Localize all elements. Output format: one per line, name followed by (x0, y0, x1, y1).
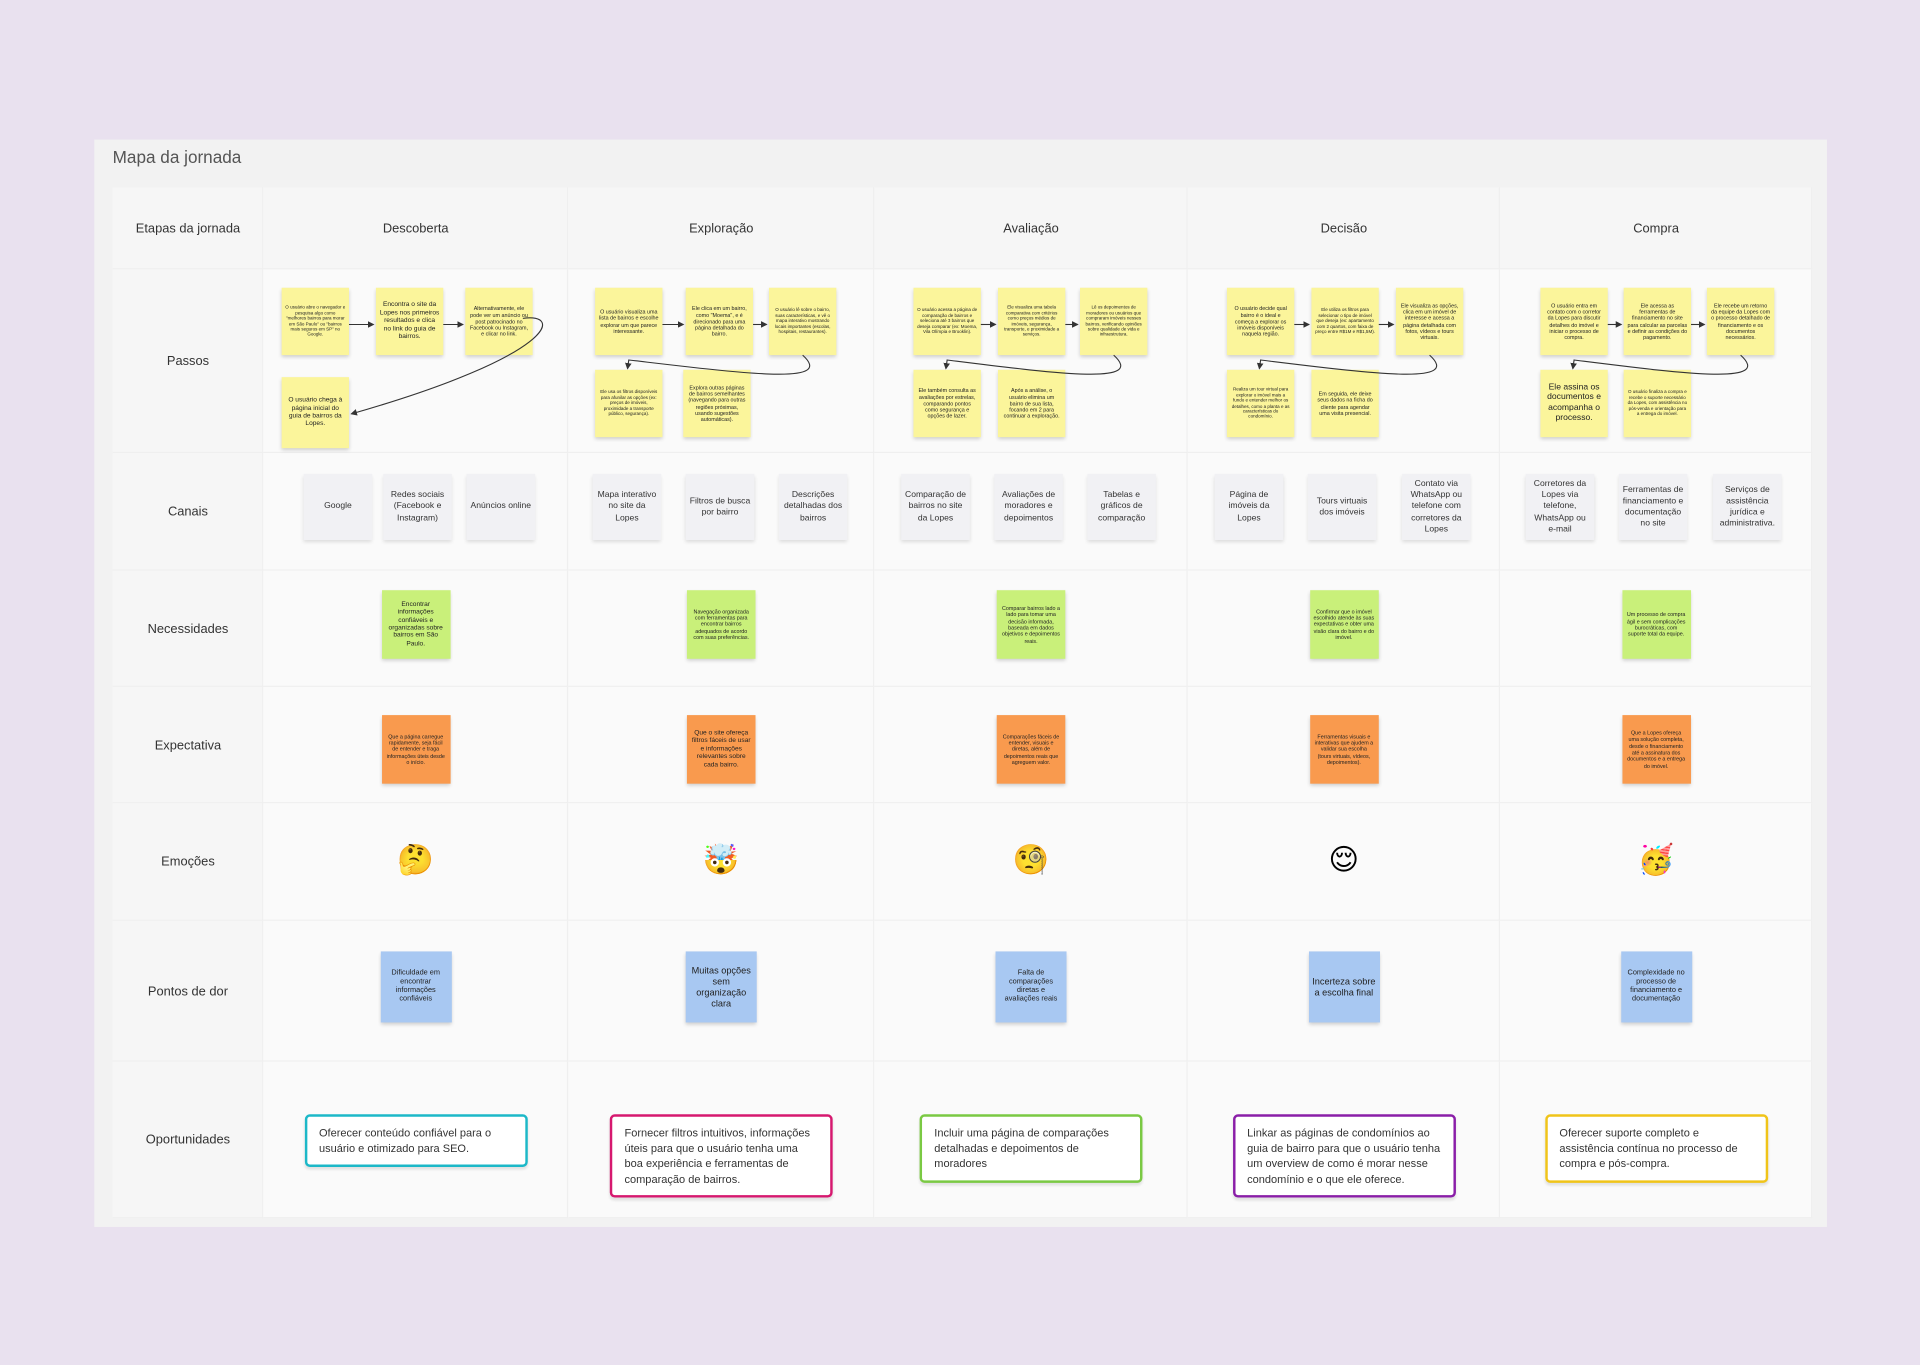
channel-card: Tours virtuais dos imóveis (1307, 473, 1377, 541)
table-cell (263, 187, 569, 270)
emotion: 🧐 (1012, 842, 1050, 877)
table-cell (112, 686, 264, 804)
row-label: Expectativa (154, 737, 222, 753)
channel-card: Comparação de bairros no site da Lopes (901, 473, 970, 541)
step-note: O usuário visualiza uma lista de bairros… (595, 287, 663, 356)
step-note: O usuário finaliza a compra e recebe o s… (1623, 369, 1692, 438)
opportunity-box: Fornecer filtros intuitivos, informações… (609, 1114, 833, 1199)
step-note: Em seguida, ele deixe seus dados na fich… (1311, 369, 1379, 438)
emotion: 🥳 (1637, 842, 1675, 877)
channel-card: Mapa interativo no site da Lopes (592, 473, 662, 541)
table-cell (112, 187, 264, 270)
table-cell (112, 570, 264, 687)
step-note: O usuário acessa a página de comparação … (913, 287, 981, 356)
step-note: O usuário chega à página inicial do guia… (281, 377, 349, 449)
need-note: Confirmar que o imóvel escolhido atende … (1309, 590, 1379, 659)
step-note: Ele clica em um bairro, como "Moema", e … (685, 287, 754, 356)
expectation-note: Que a Lopes ofereça uma solução completa… (1621, 715, 1691, 784)
opportunity-box: Incluir uma página de comparações detalh… (919, 1114, 1143, 1183)
pain-note: Dificuldade em encontrar informações con… (380, 951, 452, 1023)
opportunity-box: Oferecer conteúdo confiável para o usuár… (304, 1114, 528, 1168)
step-note: Lê os depoimentos de moradores ou usuári… (1080, 287, 1148, 356)
stage-name: Avaliação (1003, 221, 1059, 236)
step-note: Ele usa os filtros disponíveis para afun… (595, 369, 663, 438)
channel-card: Google (303, 473, 373, 541)
stage-name: Exploração (689, 221, 754, 236)
expectation-note: Ferramentas visuais e interativas que aj… (1309, 715, 1379, 784)
channel-card: Corretores da Lopes via telefone, WhatsA… (1525, 473, 1595, 541)
expectation-note: Que o site ofereça filtros fáceis de usa… (686, 715, 756, 784)
table-cell (112, 453, 264, 571)
channel-card: Serviços de assistência jurídica e admin… (1713, 473, 1782, 541)
need-note: Navegação organizada com ferramentas par… (686, 590, 756, 659)
step-note: Ele visualiza uma tabela comparativa com… (997, 287, 1066, 356)
opportunity-box: Oferecer suporte completo e assistência … (1544, 1114, 1768, 1183)
step-note: Ele visualiza as opções, clica em um imó… (1395, 287, 1464, 356)
expectation-note: Que a página carregue rapidamente, seja … (381, 715, 451, 784)
row-label: Emoções (161, 854, 215, 870)
row-label: Passos (166, 353, 210, 369)
row-label: Pontos de dor (147, 983, 228, 999)
emotion: 😌 (1328, 842, 1360, 877)
table-cell (1187, 187, 1501, 270)
pain-note: Muitas opções sem organização clara (685, 951, 757, 1023)
pain-note: Incerteza sobre a escolha final (1308, 951, 1380, 1023)
expectation-note: Comparações fáceis de entender, visuais … (996, 715, 1066, 784)
table-cell (568, 187, 875, 270)
channel-card: Avaliações de moradores e depoimentos (994, 473, 1063, 541)
step-note: Ele assina os documentos e acompanha o p… (1540, 369, 1608, 438)
stage-name: Decisão (1320, 221, 1368, 236)
emotion: 🤔 (397, 842, 435, 877)
table-cell (1500, 803, 1813, 921)
step-note: Encontra o site da Lopes nos primeiros r… (375, 287, 444, 356)
table-cell (263, 803, 569, 921)
channel-card: Redes sociais (Facebook e Instagram) (383, 473, 452, 541)
step-note: O usuário decide qual bairro é o ideal e… (1226, 287, 1295, 356)
step-note: Explora outras páginas de bairros semelh… (683, 369, 751, 438)
row-label: Necessidades (147, 621, 229, 637)
row-label: Oportunidades (145, 1132, 231, 1148)
table-cell (112, 920, 264, 1062)
step-note: O usuário lê sobre o bairro, suas caract… (768, 287, 837, 356)
pain-note: Complexidade no processo de financiament… (1620, 951, 1692, 1023)
channel-card: Contato via WhatsApp ou telefone com cor… (1402, 473, 1471, 541)
step-note: O usuário abre o navegador e pesquisa al… (281, 287, 349, 356)
opportunity-box: Linkar as páginas de condomínios ao guia… (1232, 1114, 1456, 1199)
channel-card: Descrições detalhadas dos bairros (778, 473, 848, 541)
row-label: Canais (167, 504, 208, 520)
step-note: Ele recebe um retorno da equipe da Lopes… (1706, 287, 1775, 356)
need-note: Um processo de compra ágil e sem complic… (1621, 590, 1691, 659)
step-note: Alternativamente, ele pode ver um anúnci… (465, 287, 533, 356)
need-note: Encontrar informações confiáveis e organ… (381, 590, 451, 659)
step-note: Realiza um tour virtual para explorar o … (1226, 369, 1295, 438)
table-cell (112, 269, 264, 454)
stage-name: Descoberta (382, 221, 449, 236)
step-note: Ele utiliza os filtros para selecionar o… (1311, 287, 1379, 356)
table-cell (874, 920, 1188, 1062)
corner-label: Etapas da jornada (135, 221, 241, 236)
channel-card: Filtros de busca por bairro (685, 473, 755, 541)
table-cell (1187, 803, 1501, 921)
need-note: Comparar bairros lado a lado para tomar … (996, 590, 1066, 659)
table-cell (568, 803, 875, 921)
channel-card: Anúncios online (466, 473, 536, 541)
stage-name: Compra (1633, 221, 1679, 236)
step-note: Ele acessa as ferramentas de financiamen… (1623, 287, 1692, 356)
step-note: Ele também consulta as avaliações por es… (913, 369, 981, 438)
pain-note: Falta de comparações diretas e avaliaçõe… (995, 951, 1067, 1023)
frame-title: Mapa da jornada (112, 146, 242, 167)
step-note: O usuário entra em contato com o correto… (1540, 287, 1608, 356)
step-note: Após a análise, o usuário elimina um bai… (997, 369, 1066, 438)
table-cell (112, 803, 264, 921)
table-cell (874, 803, 1188, 921)
table-cell (874, 187, 1188, 270)
emotion: 🤯 (702, 842, 740, 877)
channel-card: Ferramentas de financiamento e documenta… (1618, 473, 1688, 541)
table-cell (1500, 187, 1813, 270)
channel-card: Página de imóveis da Lopes (1214, 473, 1284, 541)
table-cell (112, 1061, 264, 1219)
channel-card: Tabelas e gráficos de comparação (1087, 473, 1156, 541)
